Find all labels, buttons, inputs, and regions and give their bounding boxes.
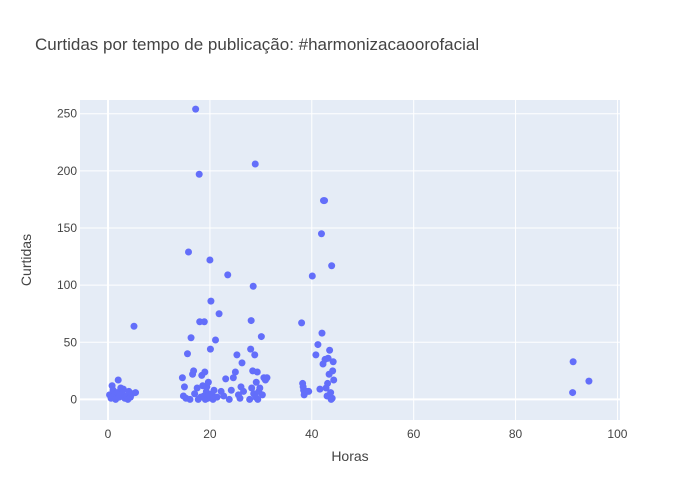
data-point bbox=[253, 368, 261, 376]
data-point bbox=[263, 374, 271, 382]
data-point bbox=[240, 387, 248, 395]
data-point bbox=[305, 387, 313, 395]
data-point bbox=[212, 336, 220, 344]
data-point bbox=[229, 374, 237, 382]
plot-area bbox=[80, 100, 620, 420]
data-point bbox=[180, 383, 188, 391]
data-point bbox=[190, 367, 198, 375]
y-tick-label: 100 bbox=[57, 278, 77, 292]
data-point bbox=[252, 378, 260, 386]
grid-lines bbox=[80, 100, 620, 420]
data-point bbox=[201, 368, 209, 376]
data-point bbox=[247, 317, 255, 325]
data-point bbox=[200, 318, 208, 326]
y-tick-label: 150 bbox=[57, 221, 77, 235]
data-point bbox=[220, 392, 228, 400]
data-point bbox=[130, 322, 138, 330]
x-tick-label: 80 bbox=[509, 427, 523, 441]
data-point bbox=[238, 359, 246, 367]
data-point bbox=[312, 351, 320, 359]
data-point bbox=[206, 345, 214, 353]
data-point bbox=[210, 386, 218, 394]
data-point bbox=[324, 354, 332, 362]
data-point bbox=[178, 374, 186, 382]
data-point bbox=[195, 170, 203, 178]
data-point bbox=[298, 319, 306, 327]
data-point bbox=[249, 282, 257, 290]
data-point bbox=[328, 262, 336, 270]
data-point bbox=[317, 230, 325, 238]
data-point bbox=[236, 394, 244, 402]
data-point bbox=[257, 333, 265, 341]
data-point bbox=[185, 248, 193, 256]
data-point bbox=[215, 310, 223, 318]
data-point bbox=[329, 367, 337, 375]
data-point bbox=[224, 271, 232, 279]
data-point bbox=[328, 394, 336, 402]
data-point bbox=[327, 389, 335, 397]
data-point bbox=[187, 334, 195, 342]
data-point bbox=[318, 329, 326, 337]
data-point bbox=[258, 391, 266, 399]
tick-labels: 0 20 40 60 80 100 0 50 100 150 200 250 bbox=[57, 107, 628, 441]
x-tick-label: 0 bbox=[105, 427, 112, 441]
data-point bbox=[183, 350, 191, 358]
data-point bbox=[206, 256, 214, 264]
data-point bbox=[233, 351, 241, 359]
data-point bbox=[222, 375, 230, 383]
data-point bbox=[329, 358, 337, 366]
data-point bbox=[248, 384, 256, 392]
data-point bbox=[308, 272, 316, 280]
data-point bbox=[227, 386, 235, 394]
data-point bbox=[585, 377, 593, 385]
data-point bbox=[225, 395, 233, 403]
y-tick-label: 250 bbox=[57, 107, 77, 121]
data-point bbox=[247, 345, 255, 353]
data-point bbox=[251, 160, 259, 168]
data-point bbox=[114, 376, 122, 384]
data-point bbox=[204, 378, 212, 386]
data-point bbox=[231, 368, 239, 376]
y-axis-title: Curtidas bbox=[18, 234, 34, 286]
data-point bbox=[321, 197, 329, 205]
x-tick-label: 100 bbox=[607, 427, 627, 441]
data-point bbox=[192, 105, 200, 113]
data-point bbox=[330, 376, 338, 384]
data-point bbox=[193, 384, 201, 392]
data-point bbox=[569, 358, 577, 366]
y-tick-label: 0 bbox=[70, 392, 77, 406]
x-tick-label: 40 bbox=[305, 427, 319, 441]
data-point bbox=[251, 351, 259, 359]
x-tick-label: 60 bbox=[407, 427, 421, 441]
y-tick-label: 50 bbox=[64, 335, 78, 349]
data-point bbox=[186, 395, 194, 403]
data-point bbox=[191, 390, 199, 398]
data-point bbox=[132, 389, 140, 397]
x-axis-title: Horas bbox=[331, 448, 368, 464]
y-tick-label: 200 bbox=[57, 164, 77, 178]
data-point bbox=[569, 389, 577, 397]
data-point bbox=[254, 395, 262, 403]
data-point bbox=[314, 341, 322, 349]
data-point bbox=[326, 346, 334, 354]
data-point bbox=[256, 384, 264, 392]
data-point bbox=[119, 385, 127, 393]
data-point bbox=[207, 297, 215, 305]
data-point bbox=[316, 385, 324, 393]
data-points bbox=[106, 105, 593, 403]
data-point bbox=[246, 395, 254, 403]
x-tick-label: 20 bbox=[203, 427, 217, 441]
data-point bbox=[324, 379, 332, 387]
chart-title: Curtidas por tempo de publicação: #harmo… bbox=[35, 35, 479, 54]
data-point bbox=[213, 393, 221, 401]
